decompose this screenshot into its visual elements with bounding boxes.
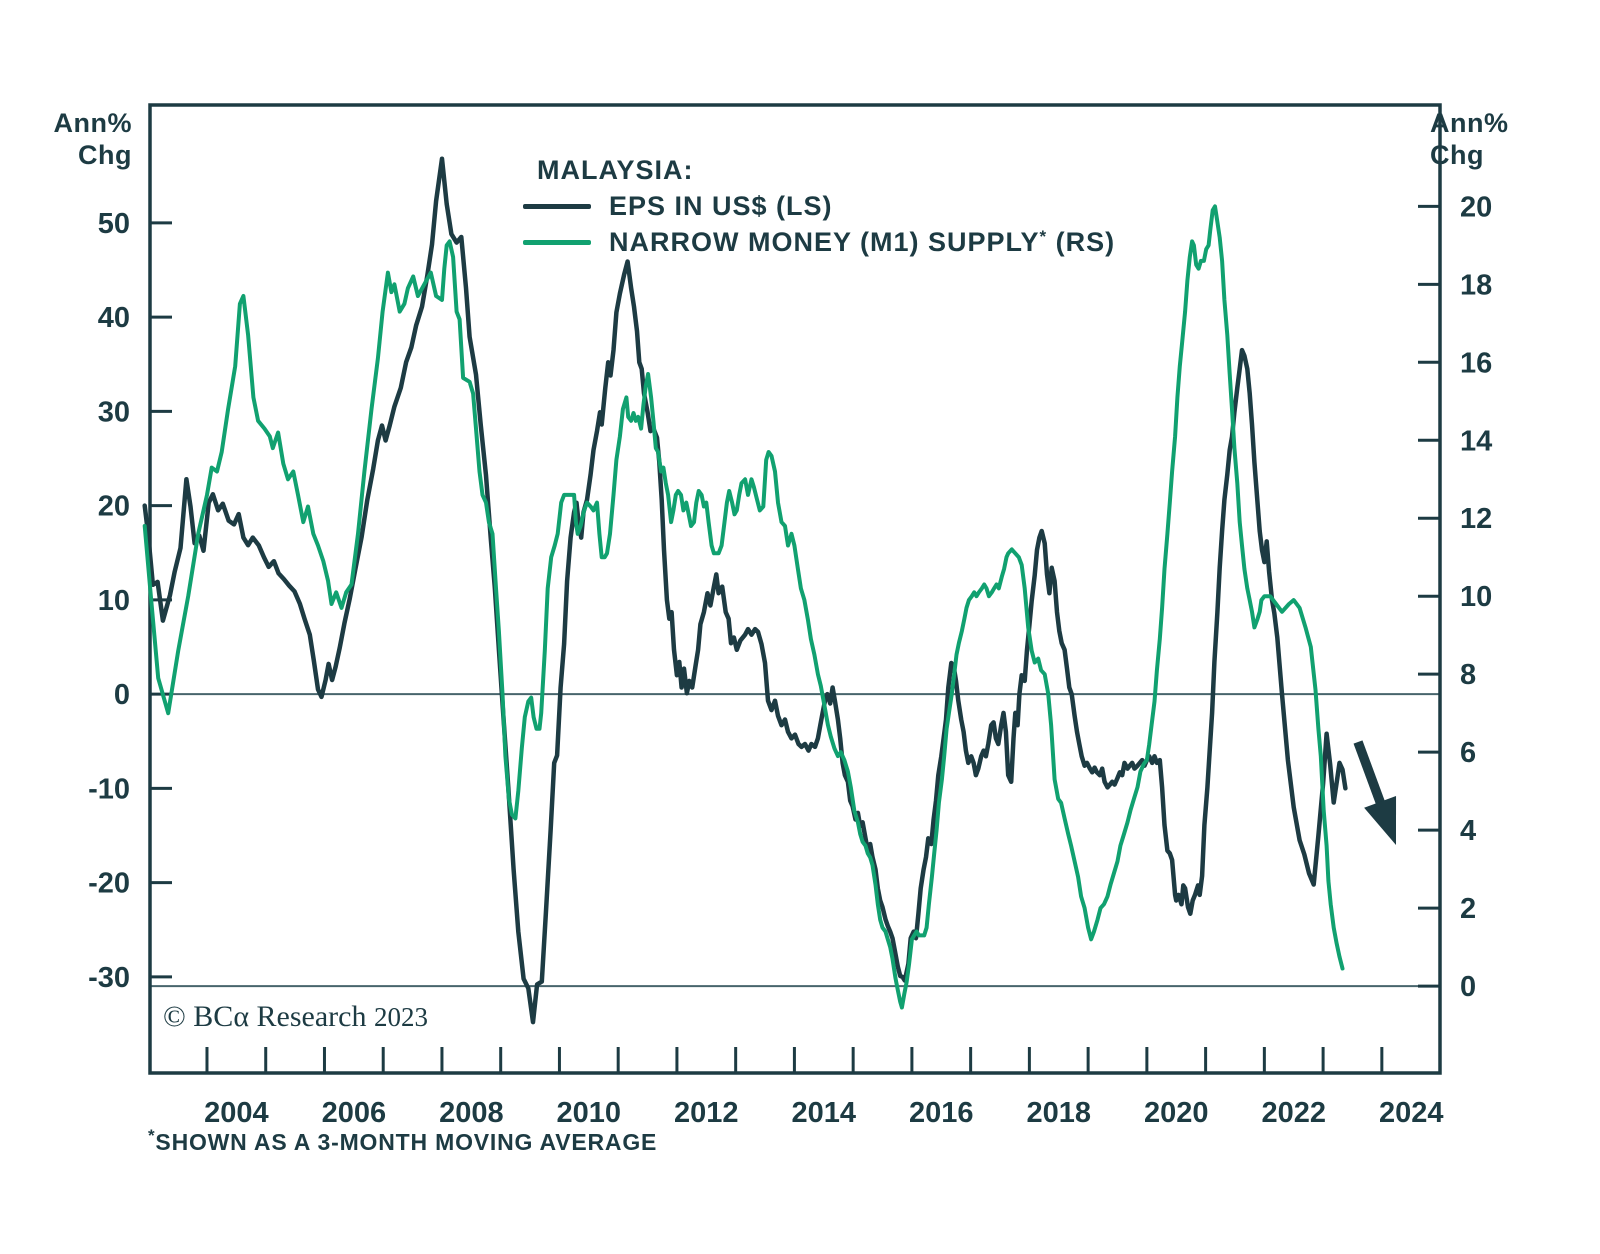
right-axis-tick-label: 10 [1460,581,1492,613]
legend: MALAYSIA: EPS IN US$ (LS) NARROW MONEY (… [523,152,1115,260]
right-axis-tick-label: 6 [1460,737,1476,769]
x-axis-year-label: 2004 [204,1097,269,1129]
right-axis-title-line1: Ann% [1430,108,1509,138]
down-arrow-head [1364,795,1397,845]
right-axis-title-line2: Chg [1430,139,1484,170]
copyright-alpha: α [233,1000,250,1033]
legend-m1-label: NARROW MONEY (M1) SUPPLY* (RS) [609,227,1115,258]
copyright: © BCα Research 2023 [163,1000,428,1034]
right-axis-tick-label: 20 [1460,191,1492,223]
x-axis-year-label: 2020 [1144,1097,1209,1129]
left-axis-tick-label: 10 [98,585,130,617]
x-axis-year-label: 2018 [1026,1097,1091,1129]
right-axis-tick-label: 14 [1460,425,1492,457]
eps-line [142,156,1348,1025]
legend-row-eps: EPS IN US$ (LS) [523,188,1115,224]
x-axis-year-label: 2016 [909,1097,974,1129]
right-axis-tick-label: 8 [1460,659,1476,691]
legend-m1-label-text: NARROW MONEY (M1) SUPPLY [609,226,1040,257]
legend-m1-label-suffix: (RS) [1047,226,1116,257]
x-axis-year-label: 2014 [792,1097,857,1129]
right-axis-tick-label: 16 [1460,347,1492,379]
left-axis-tick-label: 20 [98,491,130,523]
copyright-rest: Research [249,1000,374,1033]
right-axis-tick-label: 0 [1460,971,1476,1003]
down-arrow-shaft [1353,740,1389,815]
m1-line [142,204,1345,1010]
copyright-year: 2023 [373,1002,428,1032]
legend-m1-footnote-marker: * [1039,226,1048,246]
right-axis-title: Ann% Chg [1430,108,1509,172]
left-axis-title: Ann% Chg [54,108,133,172]
right-axis-tick-label: 18 [1460,269,1492,301]
right-axis-tick-label: 2 [1460,893,1476,925]
left-axis-tick-label: -30 [88,962,130,994]
right-axis-tick-label: 4 [1460,815,1476,847]
left-axis-title-line2: Chg [78,139,132,170]
m1-line-swatch [523,239,591,245]
x-axis-year-label: 2012 [674,1097,739,1129]
eps-line-swatch [523,203,591,209]
legend-eps-label: EPS IN US$ (LS) [609,190,833,221]
legend-title: MALAYSIA: [537,154,694,185]
legend-row-m1: NARROW MONEY (M1) SUPPLY* (RS) [523,224,1115,260]
left-axis-tick-label: 40 [98,302,130,334]
footnote-marker: * [148,1126,156,1145]
left-axis-tick-label: 50 [98,208,130,240]
right-axis-tick-label: 12 [1460,503,1492,535]
footnote-text: SHOWN AS A 3-MONTH MOVING AVERAGE [155,1129,658,1155]
x-axis-year-label: 2024 [1379,1097,1444,1129]
x-axis-year-label: 2006 [322,1097,387,1129]
left-axis-title-line1: Ann% [53,108,132,138]
footnote: *SHOWN AS A 3-MONTH MOVING AVERAGE [148,1126,657,1156]
left-axis-tick-label: -20 [88,868,130,900]
left-axis-tick-label: 30 [98,396,130,428]
x-axis-year-label: 2008 [439,1097,504,1129]
x-axis-year-label: 2010 [557,1097,622,1129]
copyright-prefix: © BC [163,1000,234,1033]
x-axis-year-label: 2022 [1261,1097,1326,1129]
left-axis-tick-label: -10 [88,773,130,805]
left-axis-tick-label: 0 [114,679,130,711]
